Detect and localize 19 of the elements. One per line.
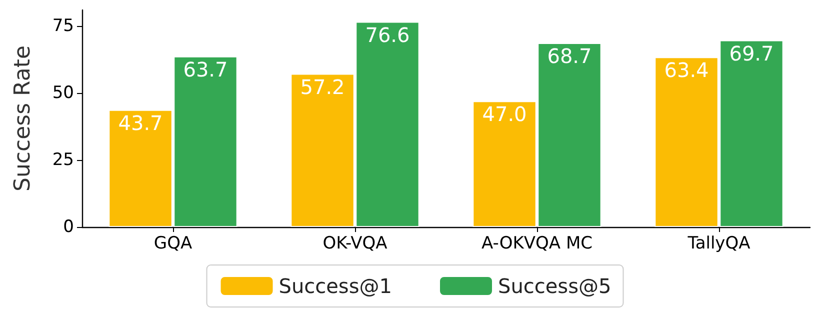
data-label: 68.7 bbox=[547, 44, 592, 68]
data-label: 43.7 bbox=[118, 110, 163, 135]
legend-label: Success@5 bbox=[498, 274, 612, 298]
y-tick-label: 0 bbox=[63, 217, 74, 237]
x-tick-label: GQA bbox=[154, 234, 192, 254]
y-tick-label: 75 bbox=[52, 16, 74, 36]
data-label: 69.7 bbox=[729, 41, 774, 66]
x-tick-label: TallyQA bbox=[686, 234, 751, 254]
x-tick-label: A-OKVQA MC bbox=[482, 234, 592, 254]
legend-label: Success@1 bbox=[278, 274, 392, 298]
data-label: 76.6 bbox=[365, 22, 410, 47]
x-tick-label: OK-VQA bbox=[322, 234, 388, 254]
y-axis-title: Success Rate bbox=[10, 46, 36, 192]
data-label: 63.7 bbox=[183, 57, 228, 82]
data-label: 47.0 bbox=[482, 102, 527, 126]
data-label: 57.2 bbox=[300, 74, 345, 99]
y-tick-label: 25 bbox=[52, 150, 74, 170]
data-label: 63.4 bbox=[664, 58, 709, 82]
y-tick-label: 50 bbox=[52, 83, 74, 104]
